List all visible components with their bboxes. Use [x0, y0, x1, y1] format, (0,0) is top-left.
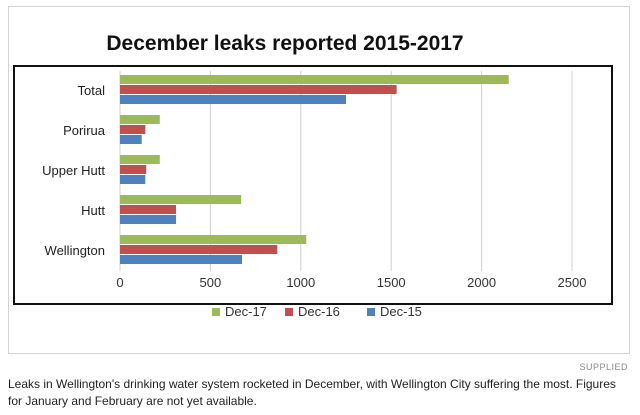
x-tick-label: 2000 [467, 275, 496, 290]
bar-dec-17-porirua [120, 115, 160, 124]
x-tick-label: 1500 [377, 275, 406, 290]
bar-dec-16-wellington [120, 245, 278, 254]
legend-swatch [212, 308, 220, 316]
legend-swatch [367, 308, 375, 316]
legend-swatch [285, 308, 293, 316]
x-tick-label: 2500 [558, 275, 587, 290]
chart-frame: December leaks reported 2015-2017 Total P… [8, 6, 630, 354]
legend: Dec-17 Dec-16 Dec-15 [212, 304, 422, 319]
bar-dec-15-hutt [120, 215, 177, 224]
category-label: Total [78, 83, 106, 98]
legend-label: Dec-16 [298, 304, 340, 319]
bar-dec-15-upper-hutt [120, 175, 146, 184]
plot-area-border [13, 65, 613, 305]
bar-dec-16-hutt [120, 205, 177, 214]
category-label: Upper Hutt [42, 163, 105, 178]
bar-dec-15-total [120, 95, 346, 104]
bar-dec-17-wellington [120, 235, 307, 244]
category-label: Porirua [63, 123, 106, 138]
bar-chart: December leaks reported 2015-2017 Total P… [13, 32, 613, 319]
bar-dec-16-porirua [120, 125, 146, 134]
caption: Leaks in Wellington's drinking water sys… [8, 377, 616, 408]
bar-dec-15-porirua [120, 135, 142, 144]
bar-dec-16-total [120, 85, 397, 94]
bar-dec-17-upper-hutt [120, 155, 160, 164]
legend-label: Dec-15 [380, 304, 422, 319]
x-tick-label: 0 [116, 275, 123, 290]
x-tick-label: 1000 [286, 275, 315, 290]
x-tick-label: 500 [200, 275, 222, 290]
category-label: Hutt [81, 203, 105, 218]
bar-dec-15-wellington [120, 255, 243, 264]
category-label: Wellington [45, 243, 105, 258]
bar-dec-17-hutt [120, 195, 242, 204]
x-tick-labels: 0 500 1000 1500 2000 2500 [116, 275, 586, 290]
bars-layer [120, 75, 509, 264]
bar-dec-17-total [120, 75, 509, 84]
bar-dec-16-upper-hutt [120, 165, 147, 174]
photo-credit: SUPPLIED [579, 362, 628, 372]
category-labels: Total Porirua Upper Hutt Hutt Wellington [42, 83, 106, 258]
chart-title: December leaks reported 2015-2017 [106, 32, 463, 55]
legend-label: Dec-17 [225, 304, 267, 319]
